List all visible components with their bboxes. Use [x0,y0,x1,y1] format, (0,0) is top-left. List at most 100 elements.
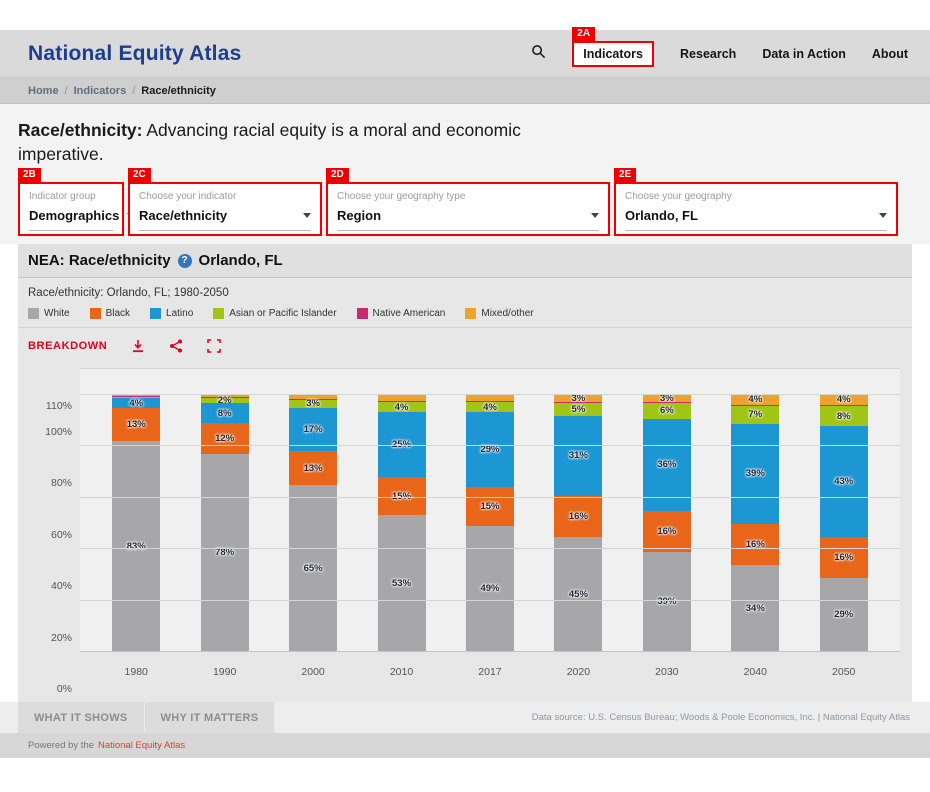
bar-segment-black: 15% [377,476,426,516]
legend-label: Native American [372,308,446,319]
top-navigation-bar: National Equity Atlas Indicators 2A Resear… [0,26,930,78]
tab-why-it-matters[interactable]: WHY IT MATTERS [144,702,276,733]
bar-segment-label: 45% [568,588,588,600]
x-tick-label-1990: 1990 [212,666,237,678]
filter-select-choose-your-indicator[interactable]: 2C Choose your indicator Race/ethnicity [128,168,322,236]
bar-segment-label: 49% [480,583,500,595]
bar-segment-native-american [819,405,868,406]
bar-segment-label: 31% [568,450,588,462]
x-tick-label-2030: 2030 [655,666,679,678]
stacked-bar-2000[interactable]: 65% 13% 17% 3% [289,394,338,652]
bar-segment-mixed-other: 3% [642,393,691,404]
plot-area: 83% 13% 4% 1980 78% 12% 8% 2% 1990 65% 13% 17% 3% 200… [80,368,900,678]
nav-item-about[interactable]: About [871,46,908,61]
breadcrumb-item-indicators[interactable]: Indicators [73,84,127,97]
powered-link[interactable]: National Equity Atlas [98,740,186,751]
legend-item-black[interactable]: Black [89,308,130,319]
stacked-bar-2030[interactable]: 39% 16% 36% 6% 3% [642,393,691,652]
bar-segment-black: 16% [731,523,780,565]
bar-segment-native-american [642,402,691,404]
bar-segment-label: 2% [217,395,232,407]
bar-segment-mixed-other [289,394,338,400]
gridline-110 [80,368,900,369]
stacked-bar-2020[interactable]: 45% 16% 31% 5% 3% [554,393,603,652]
bar-segment-asian-or-pacific-islander: 2% [200,395,249,407]
bar-segment-label: 34% [745,602,765,614]
filter-value-text: Orlando, FL [625,208,698,223]
legend-item-native-american[interactable]: Native American [356,308,446,319]
bar-segment-label: 4% [836,394,851,406]
nav-item-research[interactable]: Research [680,46,737,61]
bar-segment-mixed-other [200,394,249,398]
bar-segment-mixed-other: 4% [819,394,868,406]
bar-segment-label: 3% [306,398,320,410]
bar-segment-label: 4% [129,397,144,409]
bar-segment-label: 25% [392,439,411,450]
bar-segment-label: 4% [394,401,409,413]
filter-label: Choose your geography type [337,191,466,202]
stacked-bar-2040[interactable]: 34% 16% 39% 7% 4% [731,394,780,652]
download-icon[interactable] [131,339,145,353]
legend-item-asian-or-pacific-islander[interactable]: Asian or Pacific Islander [213,308,337,319]
breadcrumb-item-race-ethnicity[interactable]: Race/ethnicity [141,84,216,97]
nav-item-data-in-action[interactable]: Data in Action [762,46,846,61]
x-tick-label-2010: 2010 [389,666,414,678]
filter-select-indicator-group[interactable]: 2B Indicator group Demographics [18,168,136,236]
stacked-bar-2050[interactable]: 29% 16% 43% 8% 4% [819,394,868,652]
nav-item-indicators[interactable]: Indicators 2A [572,26,655,67]
gridline-20 [80,599,900,601]
filter-value: Demographics [29,208,136,231]
legend-item-latino[interactable]: Latino [150,308,193,319]
bar-segment-label: 36% [657,459,677,471]
filter-select-choose-your-geography[interactable]: 2E Choose your geography Orlando, FL [614,168,898,236]
search-button[interactable] [531,44,546,64]
legend-item-white[interactable]: White [28,308,70,319]
legend-swatch [28,308,39,319]
bar-segment-label: 4% [748,394,763,406]
chart-panel: NEA: Race/ethnicity ? Orlando, FL Race/e… [18,244,912,702]
bar-segment-label: 15% [392,491,411,502]
bar-segment-latino: 17% [289,407,338,452]
bar-segment-native-american [554,402,603,404]
breadcrumb-item-home[interactable]: Home [28,84,59,97]
bar-segment-latino: 25% [377,412,426,477]
annotation-tag-2c: 2C [128,168,151,183]
bar-segment-asian-or-pacific-islander: 3% [289,398,338,410]
bar-segment-asian-or-pacific-islander: 7% [731,405,780,424]
tab-what-it-shows[interactable]: WHAT IT SHOWS [18,702,145,733]
y-tick-label-100: 100% [45,425,72,438]
fullscreen-icon[interactable] [207,339,222,353]
bar-segment-white: 53% [377,515,426,652]
y-tick-label-20: 20% [50,631,72,644]
bar-segment-native-american [112,396,161,397]
bar-segment-white: 83% [112,441,161,652]
legend-item-mixed-other[interactable]: Mixed/other [465,308,534,319]
stacked-bar-2017[interactable]: 49% 15% 29% 4% [465,394,514,652]
gridline-100 [80,393,900,395]
bar-segment-native-american [731,405,780,406]
filter-value-text: Region [337,208,382,223]
chevron-down-icon [591,213,599,218]
tab-breakdown[interactable]: BREAKDOWN [28,340,108,352]
help-icon[interactable]: ? [177,253,192,268]
bar-segment-native-american [289,399,338,400]
gridline-80 [80,445,900,447]
filter-label: Choose your indicator [139,191,237,202]
bar-segment-latino: 29% [465,412,514,488]
bar-segment-label: 53% [392,578,412,590]
gridline-40 [80,548,900,550]
share-icon[interactable] [169,339,183,353]
stacked-bar-2010[interactable]: 53% 15% 25% 4% [377,394,426,652]
bar-slot-2040: 34% 16% 39% 7% 4% 2040 [711,369,799,678]
stacked-bar-1990[interactable]: 78% 12% 8% 2% [200,394,249,652]
footer-tabs: WHAT IT SHOWS WHY IT MATTERS [18,702,276,733]
x-tick-label-2017: 2017 [478,666,502,678]
powered-by-bar: Powered by the National Equity Atlas [0,733,930,758]
chart-title-prefix: NEA: Race/ethnicity [28,252,171,269]
bar-segment-label: 8% [217,407,232,419]
filter-select-choose-your-geography-type[interactable]: 2D Choose your geography type Region [326,168,610,236]
site-logo[interactable]: National Equity Atlas [28,41,242,65]
bar-segment-label: 3% [571,393,586,405]
bar-slot-2030: 39% 16% 36% 6% 3% 2030 [623,369,711,678]
stacked-bar-1980[interactable]: 83% 13% 4% [112,394,161,652]
